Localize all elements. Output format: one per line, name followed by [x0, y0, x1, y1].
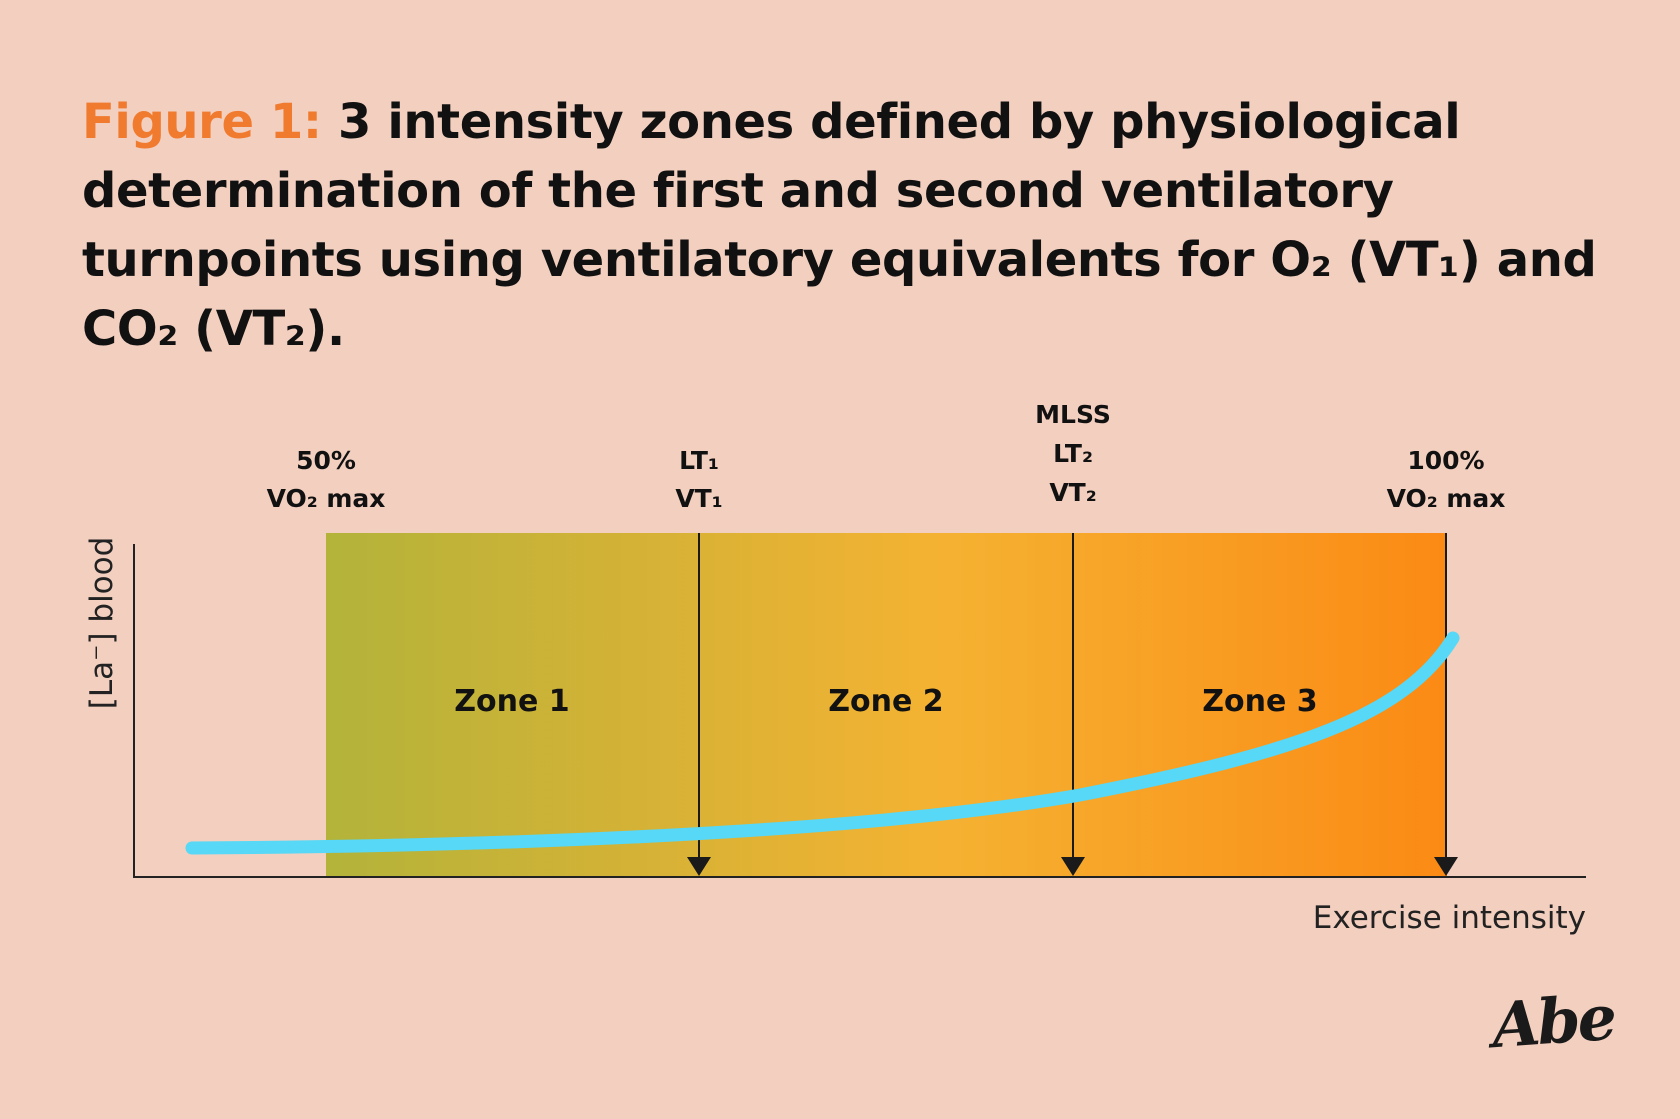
figure-title: Figure 1: 3 intensity zones defined by p…	[82, 88, 1642, 364]
marker-mlss-lt2-vt2	[1061, 533, 1085, 876]
zone-1-label: Zone 1	[454, 684, 569, 719]
marker-arrow-mlss-lt2-vt2	[1061, 857, 1085, 876]
marker-label-lt1-vt1-line1: LT₁	[679, 446, 719, 475]
marker-label-100-vo2max-line1: 100%	[1407, 446, 1484, 475]
marker-arrow-100-vo2max	[1434, 857, 1458, 876]
lactate-curve	[185, 631, 1460, 855]
marker-label-100-vo2max-line2: VO₂ max	[1387, 484, 1506, 513]
marker-label-mlss-line3: VT₂	[1049, 478, 1096, 507]
marker-label-lt1-vt1-line2: VT₁	[675, 484, 722, 513]
y-axis-label: [La⁻] blood	[84, 537, 120, 710]
figure-label: Figure 1:	[82, 94, 322, 150]
marker-arrow-lt1-vt1	[687, 857, 711, 876]
marker-100-vo2max	[1434, 533, 1458, 876]
marker-label-50-vo2max-line1: 50%	[296, 446, 356, 475]
figure-caption: 3 intensity zones defined by physiologic…	[82, 94, 1597, 357]
marker-label-50-vo2max-line2: VO₂ max	[267, 484, 386, 513]
marker-lt1-vt1	[687, 533, 711, 876]
marker-label-mlss-line1: MLSS	[1035, 400, 1111, 429]
x-axis-label: Exercise intensity	[1313, 900, 1586, 936]
marker-label-mlss-line2: LT₂	[1053, 439, 1093, 468]
zone-2-label: Zone 2	[828, 684, 943, 719]
signature-logo: Abe	[1489, 980, 1617, 1063]
zone-3-label: Zone 3	[1202, 684, 1317, 719]
